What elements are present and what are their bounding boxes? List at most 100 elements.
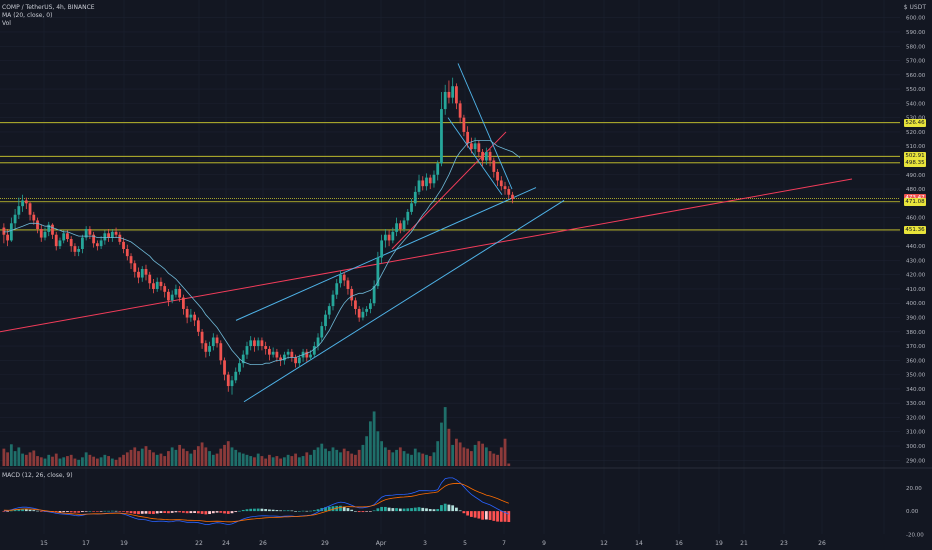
macd-histogram-bar — [327, 506, 331, 512]
volume-bar — [238, 452, 241, 466]
macd-histogram-bar — [107, 510, 110, 512]
volume-bar — [342, 448, 346, 466]
macd-histogram-bar — [245, 509, 249, 512]
volume-bar — [88, 454, 92, 466]
volume-bar — [234, 449, 238, 466]
candle-body — [140, 268, 144, 278]
macd-histogram-bar — [294, 511, 297, 512]
macd-histogram-bar — [204, 511, 208, 515]
macd-histogram-bar — [9, 510, 13, 512]
candle-body — [260, 340, 264, 347]
candle-body — [256, 340, 260, 347]
price-tick-label: 460.00 — [906, 216, 926, 222]
volume-bar — [204, 447, 208, 466]
candle-body — [219, 343, 223, 361]
macd-indicator-label[interactable]: MACD (12, 26, close, 9) — [2, 472, 73, 479]
candle-body — [440, 109, 443, 164]
macd-histogram-bar — [503, 511, 507, 522]
macd-histogram-bar — [238, 510, 241, 512]
volume-bar — [383, 447, 387, 466]
time-tick-label: 12 — [600, 540, 608, 547]
volume-bar — [339, 452, 342, 466]
volume-bar — [24, 454, 28, 466]
macd-histogram-bar — [275, 510, 279, 512]
candle-body — [54, 234, 58, 247]
macd-histogram-bar — [181, 511, 185, 513]
volume-bar — [226, 441, 230, 466]
price-tick-label: 410.00 — [906, 287, 926, 293]
volume-bar — [469, 451, 473, 466]
time-tick-label: 7 — [502, 540, 506, 547]
volume-bar — [110, 458, 114, 466]
signal-line — [3, 482, 509, 523]
candle-body — [163, 286, 167, 292]
symbol-title[interactable]: COMP / TetherUS, 4h, BINANCE — [2, 4, 95, 11]
volume-bar — [137, 451, 140, 466]
candle-body — [84, 229, 88, 238]
volume-bar — [466, 448, 470, 466]
volume-bar — [144, 446, 148, 466]
macd-histogram-bar — [354, 511, 357, 512]
candle-body — [496, 171, 499, 181]
candle-body — [36, 220, 39, 230]
candle-body — [286, 351, 290, 355]
volume-bar — [196, 446, 200, 466]
price-tick-label: 330.00 — [906, 401, 926, 407]
volume-bars — [2, 407, 511, 466]
volume-bar — [327, 451, 331, 466]
ma-line — [3, 140, 521, 366]
volume-bar — [47, 454, 51, 466]
volume-bar — [129, 449, 133, 466]
volume-bar — [140, 448, 144, 466]
candle-body — [466, 131, 470, 144]
macd-histogram-bar — [496, 511, 499, 522]
volume-bar — [6, 452, 10, 466]
macd-histogram-bar — [324, 507, 327, 512]
volume-bar — [253, 457, 256, 466]
macd-histogram-bar — [312, 510, 316, 512]
candle-body — [357, 308, 361, 318]
macd-histogram-bar — [443, 503, 447, 512]
time-tick-label: 26 — [818, 540, 826, 547]
ma-indicator-label[interactable]: MA (20, close, 0) — [2, 12, 53, 19]
volume-bar — [92, 456, 96, 466]
volume-bar — [507, 463, 511, 466]
price-tick-label: 400.00 — [906, 301, 926, 307]
macd-histogram-bar — [208, 511, 211, 515]
macd-histogram-bar — [268, 509, 271, 512]
candle-body — [507, 189, 511, 195]
macd-histogram-bar — [13, 509, 17, 512]
volume-bar — [2, 448, 6, 466]
volume-bar — [451, 444, 455, 466]
volume-indicator-label[interactable]: Vol — [2, 20, 11, 27]
volume-bar — [43, 458, 47, 466]
candle-body — [181, 297, 185, 309]
volume-bar — [365, 436, 369, 466]
volume-bar — [425, 454, 428, 466]
volume-bar — [499, 447, 503, 466]
price-tag: 526.46 — [904, 118, 926, 127]
candle-body — [368, 303, 372, 309]
macd-tick-label: 20.00 — [906, 486, 922, 492]
price-tick-label: 300.00 — [906, 444, 926, 450]
candle-body — [133, 263, 137, 272]
volume-bar — [58, 458, 62, 466]
macd-histogram-bar — [84, 511, 88, 512]
volume-bar — [159, 453, 163, 466]
macd-histogram-bar — [346, 508, 350, 512]
volume-bar — [95, 458, 99, 466]
volume-bar — [361, 444, 365, 466]
volume-bar — [372, 411, 376, 466]
candle-body — [88, 229, 92, 235]
macd-tick-label: 0.00 — [906, 509, 919, 515]
volume-bar — [163, 456, 167, 466]
candle-body — [447, 91, 451, 98]
candle-body — [294, 357, 297, 364]
candle-body — [32, 214, 36, 221]
macd-histogram-bar — [357, 511, 361, 513]
price-tag: 502.91 — [904, 152, 926, 161]
macd-histogram-bar — [110, 510, 114, 512]
macd-histogram-bar — [395, 508, 398, 512]
candle-body — [189, 314, 193, 318]
